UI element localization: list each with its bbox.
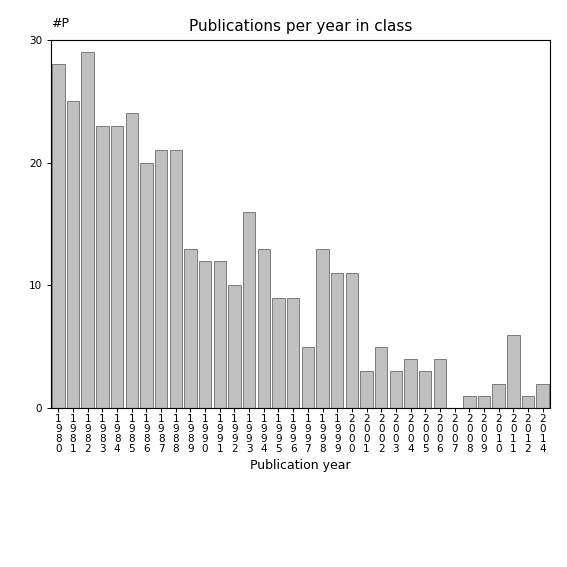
Bar bbox=[272, 298, 285, 408]
Bar bbox=[184, 248, 197, 408]
Bar bbox=[96, 126, 109, 408]
Bar bbox=[434, 359, 446, 408]
Bar bbox=[463, 396, 476, 408]
Bar bbox=[111, 126, 123, 408]
Bar bbox=[257, 248, 270, 408]
Bar bbox=[125, 113, 138, 408]
X-axis label: Publication year: Publication year bbox=[250, 459, 351, 472]
Bar bbox=[140, 163, 153, 408]
Text: #P: #P bbox=[51, 17, 69, 30]
Bar bbox=[67, 101, 79, 408]
Bar bbox=[478, 396, 490, 408]
Bar bbox=[492, 384, 505, 408]
Bar bbox=[346, 273, 358, 408]
Bar bbox=[536, 384, 549, 408]
Bar bbox=[243, 211, 255, 408]
Bar bbox=[419, 371, 431, 408]
Bar bbox=[287, 298, 299, 408]
Bar bbox=[316, 248, 329, 408]
Bar bbox=[507, 335, 519, 408]
Bar bbox=[155, 150, 167, 408]
Bar bbox=[404, 359, 417, 408]
Bar bbox=[229, 285, 241, 408]
Bar bbox=[375, 347, 387, 408]
Bar bbox=[82, 52, 94, 408]
Bar bbox=[199, 261, 211, 408]
Title: Publications per year in class: Publications per year in class bbox=[189, 19, 412, 35]
Bar bbox=[302, 347, 314, 408]
Bar bbox=[331, 273, 344, 408]
Bar bbox=[522, 396, 534, 408]
Bar bbox=[360, 371, 373, 408]
Bar bbox=[170, 150, 182, 408]
Bar bbox=[390, 371, 402, 408]
Bar bbox=[52, 64, 65, 408]
Bar bbox=[214, 261, 226, 408]
